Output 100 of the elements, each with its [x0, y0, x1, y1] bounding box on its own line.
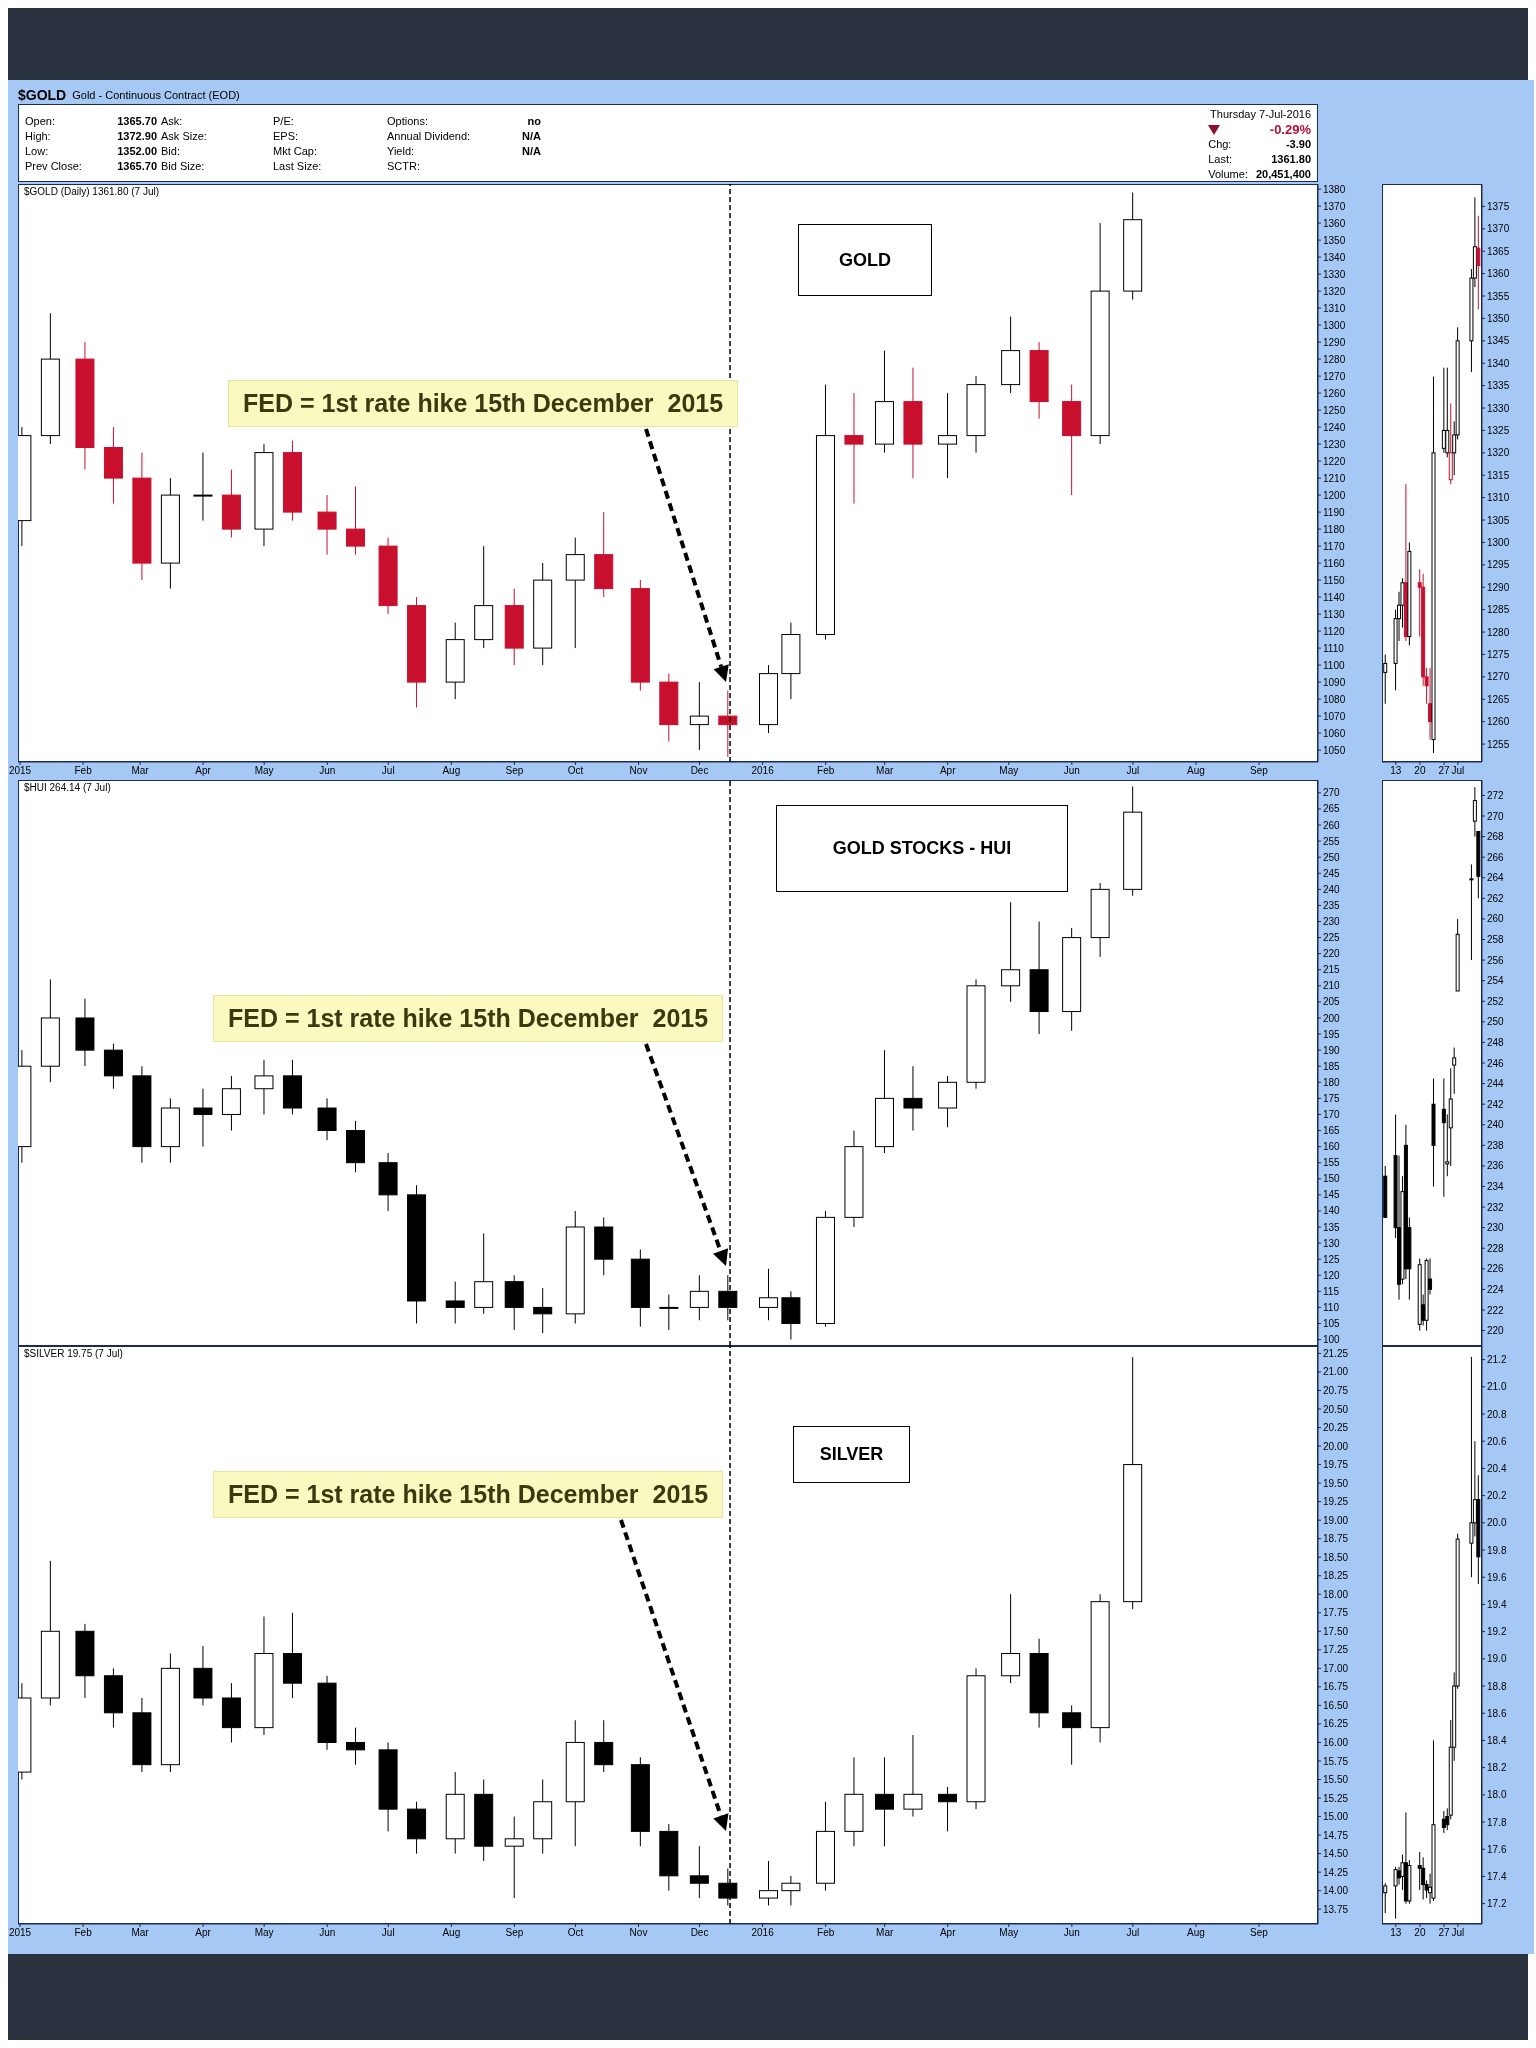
- text: GOLD STOCKS - HUI: [776, 805, 1068, 892]
- y-tick-label: 18.00: [1323, 1588, 1349, 1600]
- y-tick-label: 242: [1487, 1098, 1505, 1110]
- y-tick-label: 20.75: [1323, 1385, 1349, 1397]
- y-tick-label: 1355: [1487, 290, 1510, 302]
- x-tick-label: Apr: [195, 765, 212, 777]
- y-tick-label: 1110: [1323, 642, 1345, 654]
- y-tick-label: 150: [1323, 1173, 1341, 1185]
- y-tick-label: 19.0: [1487, 1653, 1507, 1665]
- x-tick-label: Sep: [505, 765, 524, 777]
- y-tick-label: 17.00: [1323, 1662, 1349, 1674]
- y-tick-label: 190: [1323, 1044, 1341, 1056]
- y-tick-label: 165: [1323, 1125, 1341, 1137]
- x-tick-label: Apr: [939, 1927, 957, 1939]
- y-tick-label: 18.6: [1487, 1707, 1507, 1719]
- y-tick-label: 1160: [1323, 557, 1345, 569]
- x-tick-label: 20: [1414, 765, 1426, 777]
- y-tick-label: 16.25: [1323, 1718, 1349, 1730]
- y-tick-label: 266: [1487, 851, 1505, 863]
- y-tick-label: 1320: [1487, 447, 1510, 459]
- y-tick-label: 19.00: [1323, 1514, 1349, 1526]
- x-tick-label: Jul: [1451, 765, 1465, 777]
- y-tick-label: 1300: [1487, 537, 1510, 548]
- y-tick-label: 1100: [1323, 659, 1345, 671]
- y-tick-label: 20.25: [1323, 1422, 1349, 1434]
- text: Open:: [25, 115, 56, 129]
- y-tick-label: 258: [1487, 934, 1505, 946]
- y-tick-label: 18.8: [1487, 1680, 1507, 1692]
- y-tick-label: 1140: [1323, 591, 1345, 603]
- text: High:: [25, 130, 52, 144]
- y-tick-label: 245: [1323, 867, 1341, 879]
- y-tick-label: 1370: [1487, 223, 1510, 235]
- y-tick-label: 185: [1323, 1060, 1341, 1072]
- y-tick-label: 232: [1487, 1201, 1505, 1213]
- y-tick-label: 1265: [1487, 693, 1510, 705]
- text: Mkt Cap:: [273, 145, 318, 159]
- y-tick-label: 1325: [1487, 424, 1510, 436]
- y-tick-label: 1150: [1323, 574, 1345, 586]
- y-tick-label: 220: [1323, 948, 1341, 960]
- y-tick-label: 140: [1323, 1205, 1341, 1217]
- chart-subtitle: $HUI 264.14 (7 Jul): [24, 782, 111, 793]
- text: no: [526, 115, 541, 129]
- text: Last:: [1208, 152, 1234, 167]
- y-tick-label: 21.00: [1323, 1366, 1349, 1378]
- x-tick-label: Jul: [381, 765, 395, 777]
- y-tick-label: 14.25: [1323, 1866, 1349, 1878]
- y-tick-label: 18.2: [1487, 1762, 1507, 1774]
- x-tick-label: Mar: [876, 765, 894, 777]
- y-tick-label: 1310: [1323, 302, 1346, 314]
- y-tick-label: 235: [1323, 899, 1341, 911]
- y-tick-label: 222: [1487, 1304, 1505, 1316]
- y-tick-label: 1365: [1487, 245, 1510, 257]
- y-tick-label: 17.2: [1487, 1898, 1507, 1910]
- y-tick-label: 1090: [1323, 676, 1346, 688]
- y-tick-label: 1380: [1323, 183, 1346, 195]
- y-tick-label: 270: [1323, 787, 1341, 799]
- y-tick-label: 125: [1323, 1253, 1341, 1265]
- y-tick-label: 228: [1487, 1242, 1505, 1254]
- y-tick-label: 17.6: [1487, 1843, 1507, 1855]
- y-tick-label: 220: [1487, 1325, 1505, 1337]
- text: Gold - Continuous Contract (EOD): [72, 89, 240, 101]
- y-tick-label: 1220: [1323, 455, 1346, 467]
- x-tick-label: Apr: [939, 765, 957, 777]
- y-tick-label: 1330: [1487, 402, 1510, 414]
- text: P/E:: [273, 115, 295, 129]
- text: -3.90: [1284, 137, 1311, 152]
- text: Chg:: [1208, 137, 1233, 152]
- chart-subtitle: $GOLD (Daily) 1361.80 (7 Jul): [24, 186, 160, 197]
- x-tick-label: May: [254, 1927, 274, 1939]
- annotation: FED = 1st rate hike 15th December 2015: [213, 995, 724, 1042]
- y-tick-label: 1275: [1487, 649, 1510, 661]
- y-tick-label: 260: [1487, 913, 1505, 925]
- chart-subtitle: $SILVER 19.75 (7 Jul): [24, 1348, 123, 1359]
- y-tick-label: 145: [1323, 1189, 1341, 1201]
- y-tick-label: 20.00: [1323, 1440, 1349, 1452]
- y-tick-label: 230: [1487, 1222, 1505, 1234]
- y-tick-label: 20.2: [1487, 1490, 1507, 1502]
- y-tick-label: 1360: [1487, 268, 1510, 280]
- y-tick-label: 13.75: [1323, 1903, 1349, 1915]
- x-tick-label: Jun: [1063, 1927, 1080, 1939]
- y-tick-label: 110: [1323, 1301, 1340, 1313]
- x-tick-label: Mar: [876, 1927, 894, 1939]
- y-tick-label: 105: [1323, 1318, 1341, 1330]
- y-tick-label: 14.00: [1323, 1885, 1349, 1897]
- y-tick-label: 17.25: [1323, 1644, 1349, 1656]
- y-tick-label: 1050: [1323, 744, 1346, 756]
- x-tick-label: Nov: [629, 1927, 648, 1939]
- y-tick-label: 15.50: [1323, 1774, 1349, 1786]
- y-tick-label: 1310: [1487, 492, 1510, 504]
- y-tick-label: 1170: [1323, 540, 1345, 552]
- annotation: FED = 1st rate hike 15th December 2015: [213, 1471, 724, 1518]
- y-tick-label: 1315: [1487, 469, 1510, 481]
- y-tick-label: 120: [1323, 1269, 1341, 1281]
- y-tick-label: 264: [1487, 872, 1505, 884]
- y-tick-label: 15.25: [1323, 1792, 1349, 1804]
- y-tick-label: 1130: [1323, 608, 1345, 620]
- y-tick-label: 1300: [1323, 319, 1346, 331]
- text: 1365.70: [116, 115, 157, 129]
- x-tick-label: 20: [1414, 1927, 1426, 1939]
- x-tick-label: Nov: [629, 765, 648, 777]
